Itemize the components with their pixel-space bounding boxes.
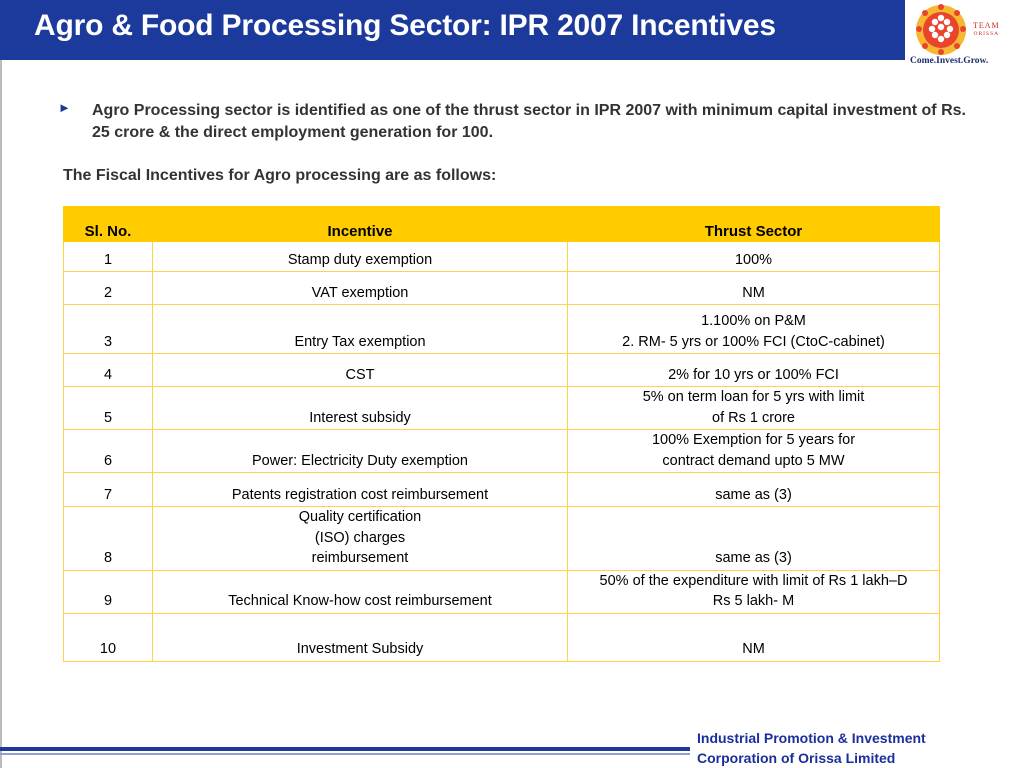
incentive-line: VAT exemption xyxy=(311,284,409,301)
cell-incentive: Patents registration cost reimbursement xyxy=(152,472,568,507)
thrust-sector-line: 2% for 10 yrs or 100% FCI xyxy=(668,366,839,383)
logo-brand-line2: ORISSA xyxy=(973,31,1000,37)
incentive-line: Entry Tax exemption xyxy=(294,333,426,350)
incentive-line: Patents registration cost reimbursement xyxy=(231,486,489,503)
incentives-table: Sl. No. Incentive Thrust Sector 1 Stamp d… xyxy=(63,206,940,662)
cell-thrust-sector: 50% of the expenditure with limit of Rs … xyxy=(567,569,940,614)
cell-thrust-sector: same as (3) xyxy=(567,506,940,571)
cell-incentive: Technical Know-how cost reimbursement xyxy=(152,569,568,614)
footer-line2: Corporation of Orissa Limited xyxy=(697,750,896,766)
cell-incentive: Quality certification (ISO) charges reimbu… xyxy=(152,506,568,571)
cell-incentive: Entry Tax exemption xyxy=(152,304,568,354)
cell-incentive: CST xyxy=(152,353,568,387)
cell-incentive: VAT exemption xyxy=(152,271,568,305)
table-row: 10 Investment Subsidy NM xyxy=(63,612,940,662)
table-row: 1 Stamp duty exemption 100% xyxy=(63,241,940,272)
cell-sl-no: 8 xyxy=(63,506,153,571)
cell-sl-no: 3 xyxy=(63,304,153,354)
thrust-sector-line: 100% Exemption for 5 years for xyxy=(651,432,856,448)
thrust-sector-line: 5% on term loan for 5 yrs with limit xyxy=(642,389,865,405)
cell-thrust-sector: same as (3) xyxy=(567,472,940,507)
cell-sl-no: 5 xyxy=(63,386,153,430)
incentive-line: Investment Subsidy xyxy=(296,641,424,657)
cell-sl-no: 4 xyxy=(63,353,153,387)
thrust-sector-line: 1.100% on P&M xyxy=(701,313,806,329)
cell-sl-no: 1 xyxy=(63,241,153,272)
cell-thrust-sector: 100% Exemption for 5 years for contract d… xyxy=(567,429,940,473)
thrust-sector-line: 2. RM- 5 yrs or 100% FCI (CtoC-cabinet) xyxy=(622,333,885,350)
table-row: 4 CST 2% for 10 yrs or 100% FCI xyxy=(63,353,940,387)
cell-thrust-sector: 2% for 10 yrs or 100% FCI xyxy=(567,353,940,387)
cell-sl-no: 7 xyxy=(63,472,153,507)
logo-brand-line1: TEAM xyxy=(973,21,1000,30)
table-row: 7 Patents registration cost reimbursement… xyxy=(63,472,940,507)
footer-organization: Industrial Promotion & Investment Corpor… xyxy=(697,728,1017,768)
header-sl-no: Sl. No. xyxy=(63,206,153,242)
incentive-line: Quality certification xyxy=(298,509,422,525)
cell-sl-no: 2 xyxy=(63,271,153,305)
bullet-paragraph: Agro Processing sector is identified as … xyxy=(92,102,966,141)
slide-title: Agro & Food Processing Sector: IPR 2007 … xyxy=(34,9,776,42)
left-divider xyxy=(0,60,2,768)
title-bar: Agro & Food Processing Sector: IPR 2007 … xyxy=(0,0,905,60)
cell-sl-no: 6 xyxy=(63,429,153,473)
thrust-sector-line: NM xyxy=(742,284,765,301)
cell-thrust-sector: NM xyxy=(567,612,940,662)
thrust-sector-line: same as (3) xyxy=(715,550,792,566)
thrust-sector-line: 50% of the expenditure with limit of Rs … xyxy=(599,572,908,589)
team-orissa-logo: TEAM ORISSA Come.Invest.Grow. xyxy=(905,0,1024,70)
bullet-arrow-icon: ► xyxy=(58,100,71,115)
table-row: 3 Entry Tax exemption 1.100% on P&M 2. RM- … xyxy=(63,304,940,354)
table-row: 9 Technical Know-how cost reimbursement 50… xyxy=(63,569,940,614)
cell-incentive: Power: Electricity Duty exemption xyxy=(152,429,568,473)
incentive-line: Power: Electricity Duty exemption xyxy=(252,452,468,469)
thrust-sector-line: contract demand upto 5 MW xyxy=(662,452,845,469)
incentive-line: Interest subsidy xyxy=(309,409,411,426)
thrust-sector-line: of Rs 1 crore xyxy=(712,409,795,426)
thrust-sector-line: same as (3) xyxy=(715,486,792,503)
cell-incentive: Investment Subsidy xyxy=(152,612,568,662)
cell-thrust-sector: NM xyxy=(567,271,940,305)
table-row: 5 Interest subsidy 5% on term loan for 5 y… xyxy=(63,386,940,430)
incentive-line: (ISO) charges xyxy=(314,529,406,546)
cell-thrust-sector: 100% xyxy=(567,241,940,272)
logo-brand-text: TEAM ORISSA xyxy=(973,22,1000,38)
thrust-sector-line: Rs 5 lakh- M xyxy=(712,593,795,609)
table-row: 8 Quality certification (ISO) charges reimb… xyxy=(63,506,940,571)
footer-rule-primary xyxy=(0,747,690,751)
thrust-sector-line: 100% xyxy=(734,251,773,268)
incentive-line: Technical Know-how cost reimbursement xyxy=(228,593,492,609)
table-header-row: Sl. No. Incentive Thrust Sector xyxy=(63,206,940,242)
header-thrust-sector: Thrust Sector xyxy=(567,206,940,242)
thrust-sector-line: NM xyxy=(742,641,765,657)
sunflower-logo-icon xyxy=(916,4,966,55)
cell-sl-no: 10 xyxy=(63,612,153,662)
intro-text: The Fiscal Incentives for Agro processin… xyxy=(63,167,497,184)
table-row: 2 VAT exemption NM xyxy=(63,271,940,305)
footer-rule-secondary xyxy=(0,753,690,755)
incentive-line: Stamp duty exemption xyxy=(287,251,433,268)
incentive-line: reimbursement xyxy=(311,550,409,566)
footer-line1: Industrial Promotion & Investment xyxy=(697,730,926,746)
logo-tagline: Come.Invest.Grow. xyxy=(910,56,989,66)
table-row: 6 Power: Electricity Duty exemption 100% E… xyxy=(63,429,940,473)
cell-incentive: Stamp duty exemption xyxy=(152,241,568,272)
header-incentive: Incentive xyxy=(152,206,568,242)
cell-thrust-sector: 1.100% on P&M 2. RM- 5 yrs or 100% FCI (C… xyxy=(567,304,940,354)
cell-thrust-sector: 5% on term loan for 5 yrs with limit of R… xyxy=(567,386,940,430)
cell-incentive: Interest subsidy xyxy=(152,386,568,430)
cell-sl-no: 9 xyxy=(63,569,153,614)
incentive-line: CST xyxy=(345,366,375,383)
